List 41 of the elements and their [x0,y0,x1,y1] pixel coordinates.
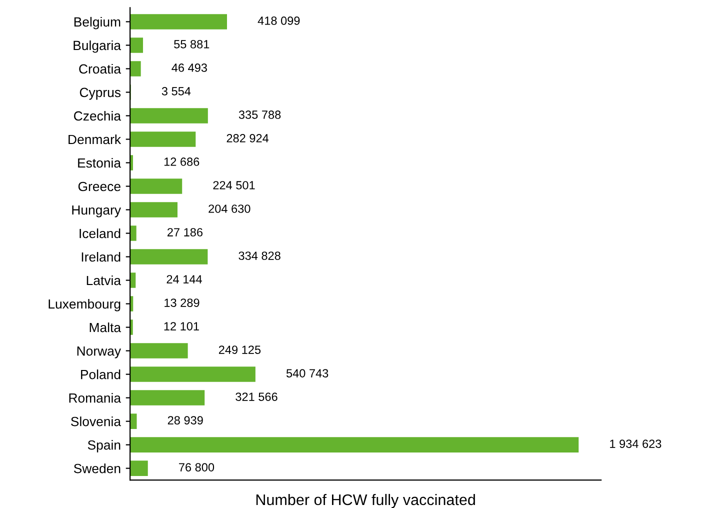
y-tick-label: Hungary [72,205,122,218]
data-label: 1 934 623 [610,440,662,448]
y-tick-label: Belgium [74,16,120,30]
y-tick-label: Iceland [80,228,120,238]
y-tick-label: Slovenia [71,416,122,426]
x-axis-title: Number of HCW fully vaccinated [256,494,475,508]
data-label: 204 630 [208,204,250,213]
data-label: 418 099 [258,16,300,25]
data-label: 334 828 [238,252,280,260]
y-tick-label: Romania [69,393,122,403]
y-tick-label: Ireland [82,252,120,262]
y-tick-label: Sweden [74,464,120,474]
data-label: 12 686 [164,158,200,166]
y-tick-label: Greece [78,182,120,192]
data-label: 55 881 [174,40,210,48]
y-tick-label: Poland [81,370,120,380]
data-label: 28 939 [168,416,203,424]
y-tick-label: Norway [77,346,122,358]
data-label: 46 493 [172,64,207,72]
data-label: 27 186 [168,228,203,236]
data-label: 335 788 [238,110,281,119]
y-tick-label: Spain [88,440,120,452]
y-tick-label: Malta [90,322,122,332]
y-tick-label: Czechia [74,110,122,121]
y-tick-label: Denmark [68,134,122,144]
y-tick-label: Latvia [86,275,122,286]
y-tick-label: Bulgaria [74,40,122,53]
data-label: 3 554 [162,87,191,96]
y-tick-label: Luxembourg [48,298,120,312]
data-label: 249 125 [218,346,261,354]
y-tick-label: Cyprus [80,88,121,100]
data-label: 282 924 [226,134,269,142]
data-label: 13 289 [164,298,200,307]
y-tick-label: Croatia [79,64,122,74]
data-label: 321 566 [236,392,278,401]
data-label: 76 800 [179,463,214,472]
data-label: 540 743 [286,369,328,378]
data-label: 12 101 [164,322,199,330]
data-label: 24 144 [166,275,202,284]
y-tick-label: Estonia [78,158,122,168]
data-label: 224 501 [213,181,255,190]
